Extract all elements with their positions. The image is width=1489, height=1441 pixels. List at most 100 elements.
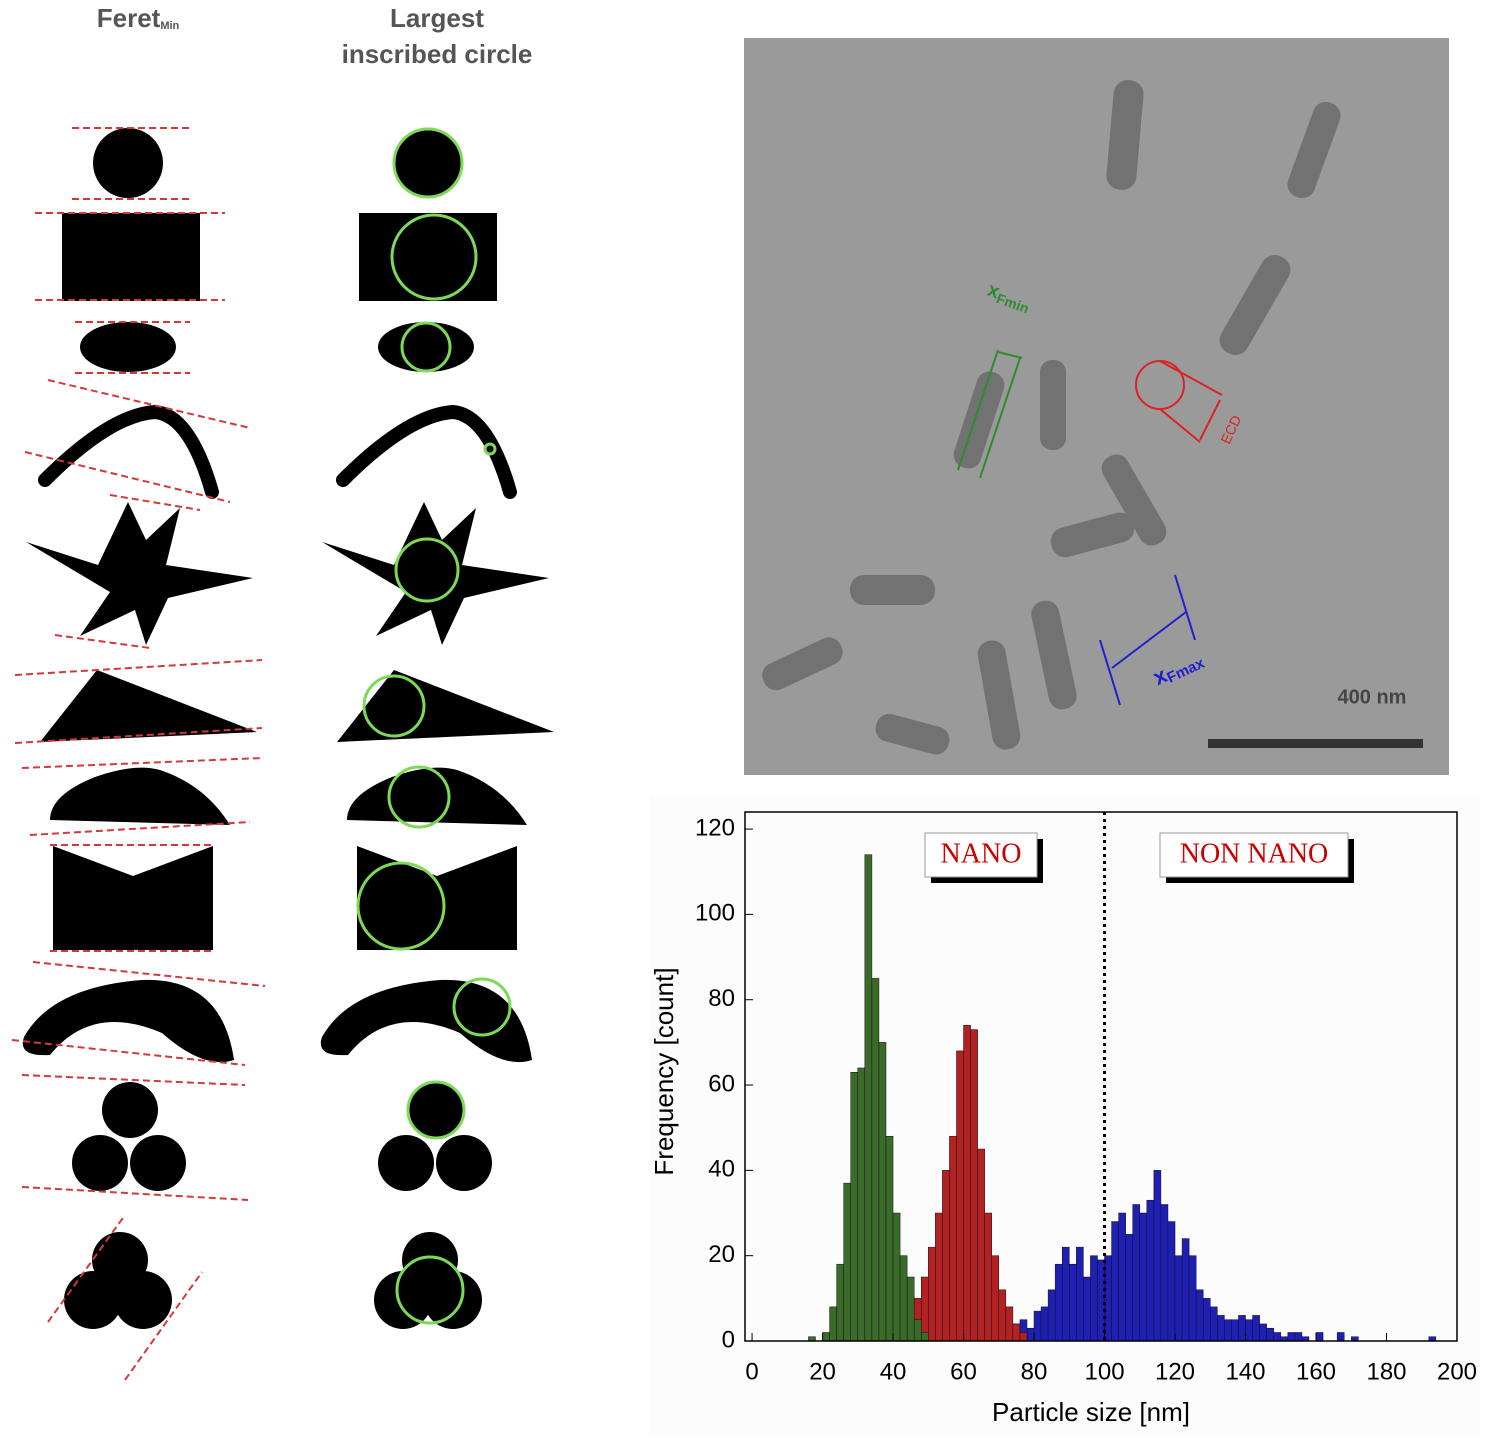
y-tick-label: 100 [695,900,735,927]
inscribed-circles [356,127,512,1325]
bar [1210,1306,1218,1342]
bar [1202,1298,1211,1342]
y-tick-label: 120 [695,814,735,841]
bar [892,1212,901,1342]
bar [1012,1323,1021,1342]
bar [1139,1212,1148,1342]
bar [963,1025,971,1342]
bar [1231,1319,1239,1342]
x-axis-label: Particle size [nm] [992,1397,1190,1427]
bar [1224,1319,1232,1342]
bar [1076,1246,1084,1342]
bar [970,1029,978,1342]
histogram: 0 20 40 60 80 100 120 140 160 180 200 0 20 40 60 80 100 1… [649,795,1480,1435]
bar [1047,1289,1056,1342]
bar [850,1071,859,1342]
bar [920,1332,929,1342]
bar [1174,1255,1183,1342]
x-tick-label: 20 [809,1358,836,1385]
bar [1125,1234,1133,1342]
bar [1273,1332,1282,1342]
bar [1315,1332,1324,1342]
bar [1118,1212,1126,1342]
circle-title: inscribed circle [342,39,533,69]
bar [935,1212,943,1342]
y-axis-label: Frequency [count] [649,967,679,1175]
bar [1245,1319,1253,1342]
bar [857,1067,866,1342]
bar [1005,1306,1014,1342]
bar [906,1276,915,1342]
x-tick-label: 160 [1296,1358,1336,1385]
bar [1019,1332,1028,1342]
scale-bar [1208,739,1423,748]
bar [878,1042,887,1342]
bar [928,1246,936,1342]
bar [1111,1221,1119,1342]
bar [949,1135,957,1342]
bar [843,1182,851,1342]
y-tick-label: 0 [722,1326,735,1353]
plot-frame [744,811,1458,1342]
bar [1083,1276,1091,1342]
feret-title-main: Feret [97,3,161,33]
x-tick-label: 140 [1225,1358,1265,1385]
bar [942,1170,950,1342]
x-tick-label: 40 [880,1358,907,1385]
bar [1026,1327,1035,1342]
feret-title: FeretMin [97,3,180,33]
bar [1252,1315,1260,1342]
bar [899,1255,908,1342]
bar [822,1332,830,1342]
bar [1090,1255,1098,1342]
bar [1294,1332,1303,1342]
bar [1181,1238,1190,1342]
bar [1160,1204,1169,1342]
bar [1132,1204,1141,1342]
feret-lines [11,127,266,1381]
scale-bar-label: 400 nm [1338,686,1407,708]
bar [1033,1310,1042,1342]
bar [1061,1246,1070,1342]
y-tick-label: 80 [708,985,735,1012]
y-tick-label: 40 [708,1156,735,1183]
bar [1167,1221,1176,1342]
bar [1040,1306,1049,1342]
circle-title: Largest [390,3,484,33]
bar [913,1319,922,1342]
y-tick-label: 60 [708,1070,735,1097]
bar [836,1263,844,1342]
bar [829,1306,837,1342]
bar [1069,1263,1077,1342]
annotation: NANO [941,838,1022,869]
bar [1054,1263,1063,1342]
annotation: NON NANO [1180,838,1329,869]
bar [991,1255,1000,1342]
x-tick-label: 0 [745,1358,758,1385]
x-tick-label: 120 [1155,1358,1195,1385]
annotation-box [1159,832,1349,878]
x-tick-label: 60 [950,1358,977,1385]
bar [1217,1315,1225,1342]
bar [871,978,880,1342]
bar [1266,1327,1274,1342]
x-tick-label: 80 [1021,1358,1048,1385]
bar [998,1289,1007,1342]
feret-title-sub: Min [160,20,179,32]
bar [1146,1199,1155,1342]
bar [1259,1323,1267,1342]
bar [1188,1255,1197,1342]
annotation-box [924,832,1038,878]
bar [885,1135,894,1342]
bar [977,1148,985,1342]
bar [1287,1332,1296,1342]
bar [1195,1289,1204,1342]
shape-panel: FeretMin Largest inscribed circle [11,3,554,1381]
x-tick-label: 180 [1366,1358,1406,1385]
y-tick-label: 20 [708,1241,735,1268]
x-tick-label: 200 [1437,1358,1477,1385]
bar [1336,1332,1345,1342]
bar [1238,1315,1246,1342]
bar [920,1276,929,1342]
